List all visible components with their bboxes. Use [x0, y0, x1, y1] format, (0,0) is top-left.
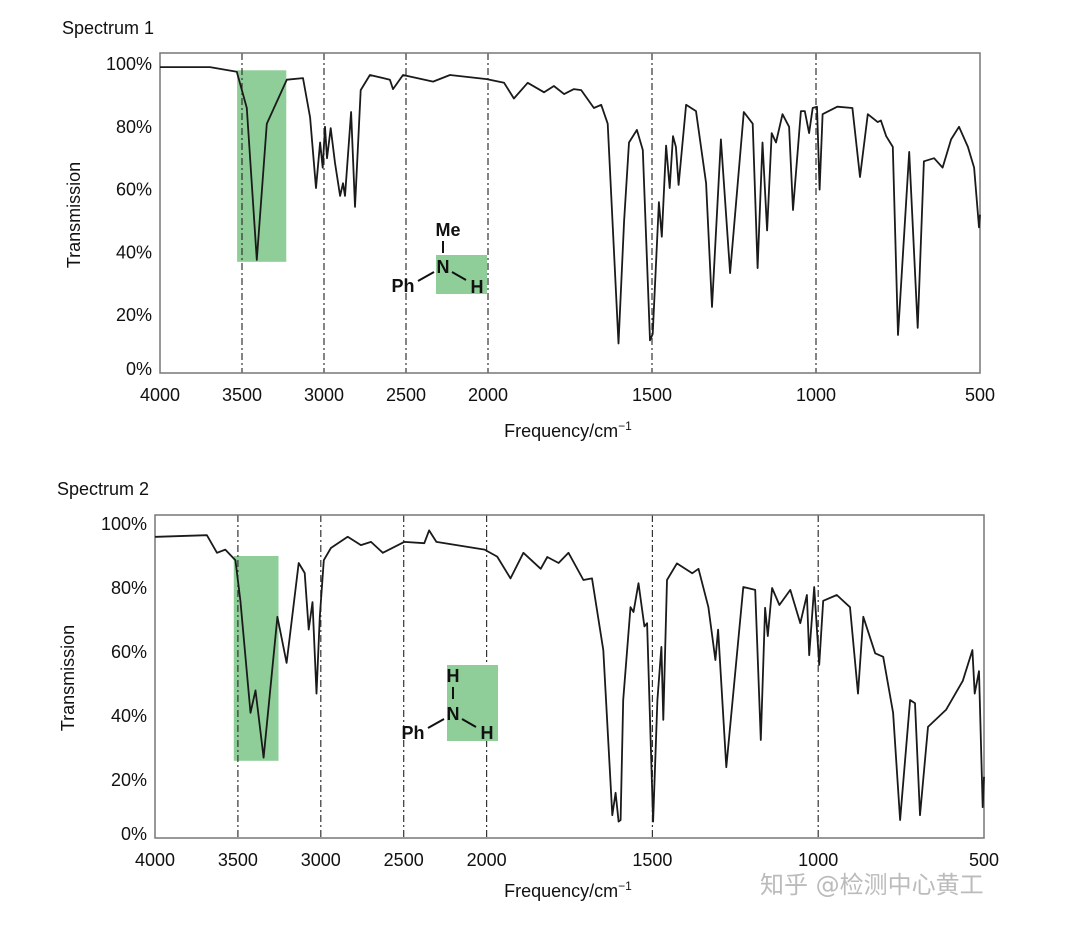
tick-layer: 4000 3500 3000 2500 2000 1500 1000 500 100% 80% 60… — [101, 514, 999, 870]
x-tick-label: 2000 — [467, 850, 507, 870]
y-tick-label: 60% — [116, 180, 152, 200]
x-tick-label: 1000 — [796, 385, 836, 405]
molecule-center-atom: N — [437, 257, 450, 277]
y-tick-label: 0% — [126, 359, 152, 379]
x-axis-label-superscript: −1 — [618, 419, 632, 433]
x-axis-label: Frequency/cm−1 — [504, 879, 632, 901]
x-tick-label: 3500 — [222, 385, 262, 405]
y-tick-label: 60% — [111, 642, 147, 662]
tick-layer: 4000 3500 3000 2500 2000 1500 1000 500 100% 80% 60… — [106, 54, 995, 405]
x-axis-label-text: Frequency/cm — [504, 421, 618, 441]
x-tick-label: 1500 — [632, 850, 672, 870]
x-tick-label: 2500 — [384, 850, 424, 870]
y-tick-label: 80% — [116, 117, 152, 137]
grid-layer — [237, 515, 819, 838]
x-tick-label: 2500 — [386, 385, 426, 405]
molecule-structure: Me N Ph H — [391, 220, 483, 297]
x-axis-label-superscript: −1 — [618, 879, 632, 893]
molecule-left-group: Ph — [401, 723, 424, 743]
y-axis-label: Transmission — [64, 162, 84, 268]
x-tick-label: 1000 — [798, 850, 838, 870]
peak-highlight-band — [233, 556, 279, 761]
curve-layer — [160, 66, 981, 345]
x-axis-label: Frequency/cm−1 — [504, 419, 632, 441]
spectrum-line — [155, 529, 985, 823]
molecule-left-group: Ph — [391, 276, 414, 296]
y-tick-label: 20% — [116, 305, 152, 325]
plot-border — [159, 52, 981, 374]
y-tick-label: 100% — [106, 54, 152, 74]
x-tick-label: 500 — [969, 850, 999, 870]
x-tick-label: 2000 — [468, 385, 508, 405]
curve-layer — [155, 529, 985, 823]
molecule-right-atom: H — [481, 723, 494, 743]
spectrum-1-chart: Spectrum 1 Me N Ph H 4000 3500 3000 2500 200… — [62, 18, 995, 441]
bond-line — [461, 718, 477, 728]
y-tick-label: 40% — [116, 242, 152, 262]
structure-highlight — [447, 665, 498, 741]
spectrum-2-chart: Spectrum 2 H N Ph H 4000 3500 3000 2500 2000… — [57, 479, 999, 901]
x-tick-label: 4000 — [135, 850, 175, 870]
x-axis-label-text: Frequency/cm — [504, 881, 618, 901]
x-tick-label: 1500 — [632, 385, 672, 405]
y-tick-label: 100% — [101, 514, 147, 534]
molecule-structure: H N Ph H — [401, 666, 493, 743]
y-axis-label: Transmission — [58, 625, 78, 731]
y-tick-label: 0% — [121, 824, 147, 844]
x-tick-label: 500 — [965, 385, 995, 405]
spectrum-line — [160, 66, 981, 345]
plot-frame — [154, 514, 985, 839]
chart-title: Spectrum 2 — [57, 479, 149, 499]
molecule-top-group: Me — [435, 220, 460, 240]
molecule-center-atom: N — [447, 704, 460, 724]
y-tick-label: 20% — [111, 770, 147, 790]
y-tick-label: 40% — [111, 706, 147, 726]
bond-line — [417, 271, 435, 282]
grid-layer — [241, 53, 817, 373]
x-tick-label: 3000 — [304, 385, 344, 405]
plot-frame — [159, 52, 981, 374]
molecule-right-atom: H — [471, 277, 484, 297]
chart-title: Spectrum 1 — [62, 18, 154, 38]
x-tick-label: 3000 — [301, 850, 341, 870]
x-tick-label: 4000 — [140, 385, 180, 405]
watermark: 知乎 @检测中心黄工 — [760, 871, 984, 899]
molecule-top-atom: H — [447, 666, 460, 686]
y-tick-label: 80% — [111, 578, 147, 598]
bond-line — [451, 271, 467, 281]
x-tick-label: 3500 — [218, 850, 258, 870]
plot-border — [154, 514, 985, 839]
highlight-layer — [233, 556, 279, 761]
structure-highlight — [436, 255, 487, 294]
bond-line — [427, 718, 445, 729]
